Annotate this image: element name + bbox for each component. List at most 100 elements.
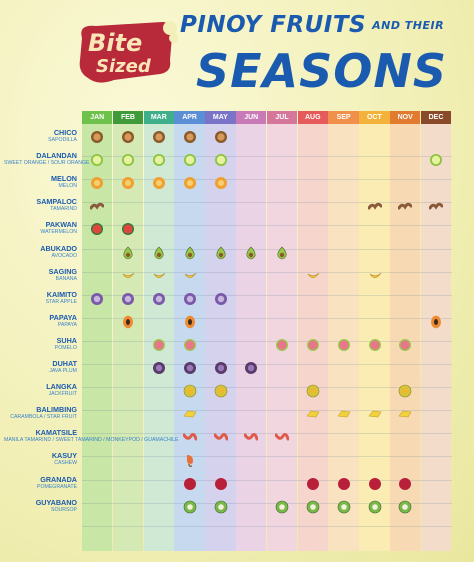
langka-icon <box>214 384 228 398</box>
dalandan-icon <box>121 153 135 167</box>
langka-icon <box>306 384 320 398</box>
fruit-english-name: SOURSOP <box>51 506 77 513</box>
row-divider <box>82 479 452 481</box>
fruit-label: PAPAYA PAPAYA <box>4 313 77 328</box>
kamatsile-icon <box>213 430 228 444</box>
duhat-icon <box>152 361 166 375</box>
row-divider <box>82 433 452 435</box>
fruit-name: SAGING <box>48 266 77 276</box>
pakwan-icon <box>121 222 135 236</box>
suha-icon <box>368 338 382 352</box>
abukado-icon <box>214 246 228 260</box>
suha-icon <box>152 338 166 352</box>
fruit-label: SUHA POMELO <box>4 336 77 351</box>
saging-icon <box>183 269 197 283</box>
month-column-jan: JAN <box>82 111 113 551</box>
fruit-name: LANGKA <box>46 382 77 392</box>
dalandan-icon <box>90 153 104 167</box>
fruit-name: KAMATSILE <box>35 428 77 438</box>
balimbing-icon <box>368 407 382 421</box>
fruit-english-name: BANANA <box>55 275 77 282</box>
fruit-label: PAKWAN WATERMELON <box>4 220 77 235</box>
granada-icon <box>337 477 351 491</box>
kaimito-icon <box>183 292 197 306</box>
fruit-name: GRANADA <box>40 474 77 484</box>
melon-icon <box>121 176 135 190</box>
granada-icon <box>306 477 320 491</box>
fruit-name: DALANDAN <box>36 151 77 161</box>
chico-icon <box>183 130 197 144</box>
langka-icon <box>183 384 197 398</box>
fruit-english-name: AVOCADO <box>51 252 77 259</box>
row-divider <box>82 387 452 389</box>
papaya-icon <box>429 315 443 329</box>
month-column-jun: JUN <box>236 111 267 551</box>
dalandan-icon <box>429 153 443 167</box>
fruit-english-name: JAVA PLUM <box>49 368 77 374</box>
row-divider <box>82 525 452 527</box>
fruit-english-name: PAPAYA <box>57 321 77 328</box>
suha-icon <box>306 338 320 352</box>
fruit-english-name: CASHEW <box>54 460 77 467</box>
svg-text:Bite: Bite <box>88 29 142 57</box>
fruit-name: MELON <box>51 174 77 184</box>
abukado-icon <box>244 246 258 260</box>
guyabano-icon <box>306 500 320 514</box>
granada-icon <box>183 477 197 491</box>
kaimito-icon <box>90 292 104 306</box>
fruit-label: MELON MELON <box>4 174 77 189</box>
fruit-english-name: SAPODILLA <box>48 137 77 143</box>
fruit-name: SAMPALOC <box>36 197 77 207</box>
melon-icon <box>214 176 228 190</box>
month-header-apr: APR <box>174 111 205 124</box>
fruit-english-name: WATERMELON <box>40 229 77 236</box>
fruit-label: CHICO SAPODILLA <box>4 128 77 143</box>
guyabano-icon <box>183 500 197 514</box>
fruit-label: DALANDAN SWEET ORANGE / SOUR ORANGE <box>4 151 90 166</box>
duhat-icon <box>244 361 258 375</box>
row-divider <box>82 156 452 158</box>
langka-icon <box>398 384 412 398</box>
svg-text:Sized: Sized <box>96 56 152 77</box>
month-header-jul: JUL <box>266 111 298 124</box>
sampaloc-icon <box>398 199 413 213</box>
granada-icon <box>368 477 382 491</box>
fruit-english-name: POMELO <box>54 344 77 351</box>
season-grid: JAN FEB MAR APR MAY JUN JUL AUG SEP OCT NOV DEC <box>82 111 452 551</box>
suha-icon <box>275 338 289 352</box>
month-column-jul: JUL <box>266 111 298 551</box>
month-header-aug: AUG <box>297 111 328 124</box>
row-divider <box>82 340 452 342</box>
suha-icon <box>337 338 351 352</box>
chico-icon <box>121 130 135 144</box>
month-header-dec: DEC <box>420 111 452 124</box>
month-header-sep: SEP <box>328 111 359 124</box>
saging-icon <box>121 269 135 283</box>
row-divider <box>82 364 452 365</box>
bite-sized-logo: Bite Sized <box>74 20 179 90</box>
balimbing-icon <box>337 407 351 421</box>
fruit-english-name: TAMARIND <box>50 206 77 213</box>
suha-icon <box>183 338 197 352</box>
pakwan-icon <box>90 222 104 236</box>
kaimito-icon <box>121 292 135 306</box>
fruit-label: LANGKA JACKFRUIT <box>4 382 77 397</box>
month-header-feb: FEB <box>112 111 144 124</box>
abukado-icon <box>275 246 289 260</box>
row-divider <box>82 202 452 204</box>
suha-icon <box>398 338 412 352</box>
kasuy-icon <box>183 453 197 468</box>
balimbing-icon <box>306 407 320 421</box>
fruit-name: KASUY <box>51 451 77 461</box>
month-header-nov: NOV <box>390 111 421 124</box>
fruit-label: BALIMBING CARAMBOLA / STAR FRUIT <box>4 405 77 420</box>
melon-icon <box>90 176 104 190</box>
fruit-english-name: MELON <box>58 183 77 190</box>
fruit-label: KAIMITO STAR APPLE <box>4 290 77 305</box>
sampaloc-icon <box>429 199 444 213</box>
fruit-english-name: POMEGRANATE <box>37 483 77 490</box>
abukado-icon <box>183 246 197 260</box>
fruit-english-name: CARAMBOLA / STAR FRUIT <box>10 414 77 421</box>
melon-icon <box>183 176 197 190</box>
fruit-english-name: MANILA TAMARIND / SWEET TAMARIND / MONKE… <box>4 437 178 444</box>
